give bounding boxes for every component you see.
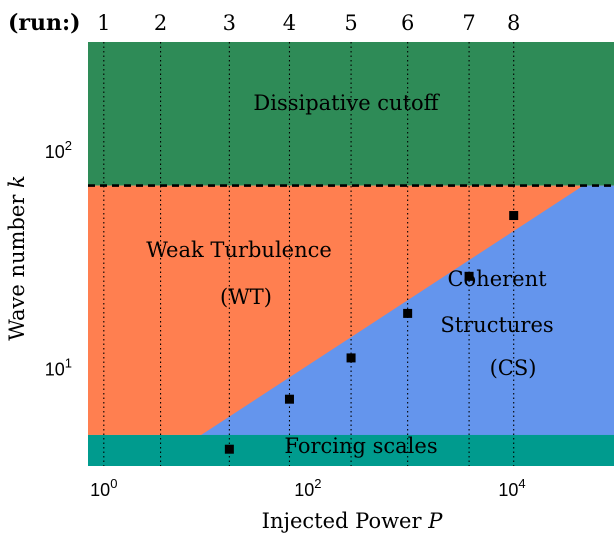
run-lines-layer (103, 42, 515, 466)
cs-label-line3: (CS) (490, 356, 537, 380)
run-label-4: 4 (283, 11, 296, 35)
y-tick-label: 102 (45, 138, 72, 162)
data-point-2 (284, 394, 294, 404)
y-tick-exponent: 2 (65, 138, 72, 153)
x-tick-base: 10 (294, 480, 314, 500)
run-label-5: 5 (344, 11, 357, 35)
cs-label-line2: Structures (440, 313, 553, 337)
run-label-8: 8 (507, 11, 520, 35)
wt-label-line1: Weak Turbulence (146, 238, 332, 262)
y-tick-exponent: 1 (65, 355, 72, 370)
x-tick-label: 102 (294, 476, 321, 500)
data-point-6 (509, 211, 519, 221)
data-point-3 (346, 353, 356, 363)
y-tick-label: 101 (45, 355, 72, 379)
x-tick-label: 100 (90, 476, 117, 500)
run-labels-layer: 1 2 3 4 5 6 7 8 (97, 11, 520, 35)
y-axis-label: Wave number k (5, 175, 29, 341)
x-axis-label: Injected Power P (262, 509, 444, 533)
y-axis-label-symbol: k (5, 175, 29, 188)
data-point-4 (403, 308, 413, 318)
x-tick-labels: 100 102 104 (90, 476, 525, 500)
x-tick-base: 10 (90, 480, 110, 500)
run-label-3: 3 (223, 11, 236, 35)
run-label-2: 2 (154, 11, 167, 35)
x-tick-exponent: 4 (518, 476, 525, 491)
wt-label-line2: (WT) (220, 285, 272, 309)
x-tick-exponent: 0 (110, 476, 117, 491)
x-tick-label: 104 (498, 476, 525, 500)
data-point-5 (464, 271, 474, 281)
x-axis-label-symbol: P (427, 509, 443, 533)
data-point-1 (224, 444, 234, 454)
dissipative-label: Dissipative cutoff (253, 91, 440, 115)
cs-label-line1: Coherent (447, 267, 547, 291)
run-label-6: 6 (401, 11, 414, 35)
run-label-7: 7 (462, 11, 475, 35)
x-tick-base: 10 (498, 480, 518, 500)
x-axis-label-text: Injected Power (262, 509, 429, 533)
y-tick-base: 10 (45, 142, 65, 162)
y-axis-label-text: Wave number (5, 188, 29, 341)
forcing-label: Forcing scales (284, 434, 437, 458)
markers-layer (224, 211, 519, 454)
x-tick-exponent: 2 (314, 476, 321, 491)
y-tick-base: 10 (45, 359, 65, 379)
run-header: (run:) (8, 10, 81, 36)
run-label-1: 1 (97, 11, 110, 35)
